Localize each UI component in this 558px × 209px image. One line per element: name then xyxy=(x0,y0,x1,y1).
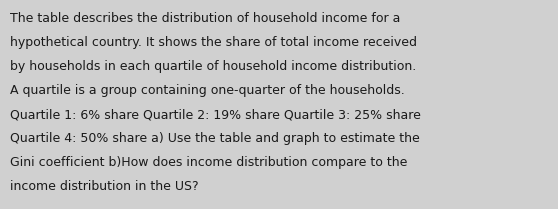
Text: income distribution in the US?: income distribution in the US? xyxy=(10,180,199,193)
Text: Quartile 1: 6% share Quartile 2: 19% share Quartile 3: 25% share: Quartile 1: 6% share Quartile 2: 19% sha… xyxy=(10,108,421,121)
Text: Gini coefficient b)How does income distribution compare to the: Gini coefficient b)How does income distr… xyxy=(10,156,407,169)
Text: by households in each quartile of household income distribution.: by households in each quartile of househ… xyxy=(10,60,416,73)
Text: Quartile 4: 50% share a) Use the table and graph to estimate the: Quartile 4: 50% share a) Use the table a… xyxy=(10,132,420,145)
Text: hypothetical country. It shows the share of total income received: hypothetical country. It shows the share… xyxy=(10,36,417,49)
Text: A quartile is a group containing one-quarter of the households.: A quartile is a group containing one-qua… xyxy=(10,84,405,97)
Text: The table describes the distribution of household income for a: The table describes the distribution of … xyxy=(10,12,401,25)
